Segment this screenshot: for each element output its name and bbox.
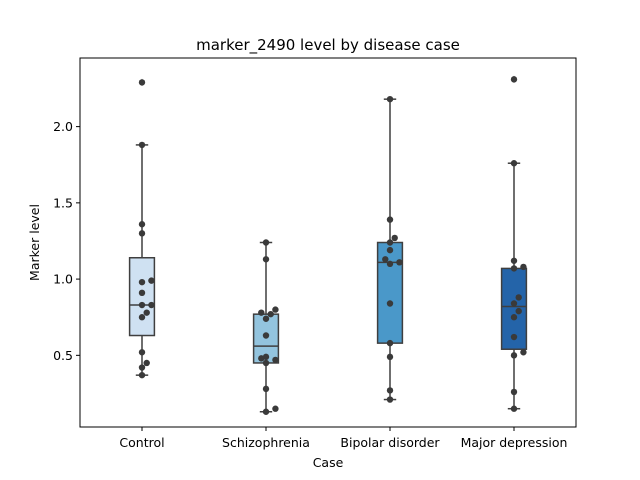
chart-title: marker_2490 level by disease case <box>196 36 460 55</box>
plot-frame <box>79 57 577 428</box>
data-point <box>386 339 394 347</box>
y-tick-label: 1.5 <box>53 195 73 210</box>
x-axis-label: Case <box>313 455 344 470</box>
data-point <box>148 301 155 309</box>
data-point <box>272 405 279 412</box>
data-point <box>510 300 518 307</box>
data-point <box>386 353 394 361</box>
data-point <box>515 294 522 301</box>
data-point <box>386 216 394 223</box>
data-point <box>138 221 146 228</box>
data-point <box>138 141 146 149</box>
data-point <box>262 408 270 415</box>
x-axis: Control Schizophrenia Bipolar disorder Majo… <box>119 427 567 450</box>
data-point <box>138 371 146 379</box>
x-tick-label: Control <box>119 435 164 450</box>
data-point <box>510 333 518 341</box>
box-iqr <box>500 267 528 350</box>
data-point <box>262 315 270 322</box>
data-point <box>386 396 394 403</box>
data-point <box>138 289 146 297</box>
data-point <box>267 310 274 318</box>
data-point <box>148 277 155 284</box>
data-point <box>258 309 265 316</box>
data-point <box>386 387 394 394</box>
box-iqr <box>128 256 156 337</box>
box-group-control <box>128 78 156 376</box>
data-point <box>143 309 150 316</box>
data-point <box>510 160 518 167</box>
data-point <box>138 301 146 309</box>
data-point <box>138 230 146 237</box>
box-iqr <box>376 241 404 344</box>
box-group-bipolar-disorder <box>376 98 404 401</box>
data-point <box>520 263 527 271</box>
data-point <box>262 256 270 263</box>
data-point <box>386 95 394 103</box>
data-point <box>262 385 270 393</box>
data-point <box>262 239 270 246</box>
data-point <box>510 265 518 272</box>
data-point <box>262 353 270 361</box>
plot-area <box>128 75 528 415</box>
data-point <box>396 259 403 266</box>
data-point <box>272 356 279 364</box>
data-point <box>138 364 146 371</box>
x-tick-label: Major depression <box>461 435 568 450</box>
y-axis: 0.5 1.0 1.5 2.0 <box>53 119 80 363</box>
data-point <box>386 260 394 268</box>
y-tick-label: 2.0 <box>53 119 73 134</box>
y-tick-label: 0.5 <box>53 348 73 363</box>
data-point <box>510 388 518 396</box>
y-axis-label: Marker level <box>27 204 42 281</box>
data-point <box>382 256 389 263</box>
data-point <box>138 79 146 86</box>
data-point <box>510 405 518 412</box>
data-point <box>138 349 146 356</box>
data-point <box>138 278 146 286</box>
data-point <box>386 246 394 254</box>
data-point <box>386 300 394 307</box>
y-tick-label: 1.0 <box>53 272 73 287</box>
data-point <box>510 352 518 359</box>
data-point <box>391 234 398 242</box>
data-point <box>272 306 279 313</box>
data-point <box>510 314 518 321</box>
x-tick-label: Bipolar disorder <box>340 435 440 450</box>
x-tick-label: Schizophrenia <box>222 435 310 450</box>
data-point <box>262 359 270 367</box>
data-point <box>510 76 518 83</box>
data-point <box>138 314 146 321</box>
data-point <box>262 332 270 339</box>
data-point <box>510 257 518 264</box>
data-point <box>520 349 527 356</box>
data-point <box>515 307 522 315</box>
data-point <box>386 239 394 246</box>
data-point <box>143 359 150 367</box>
